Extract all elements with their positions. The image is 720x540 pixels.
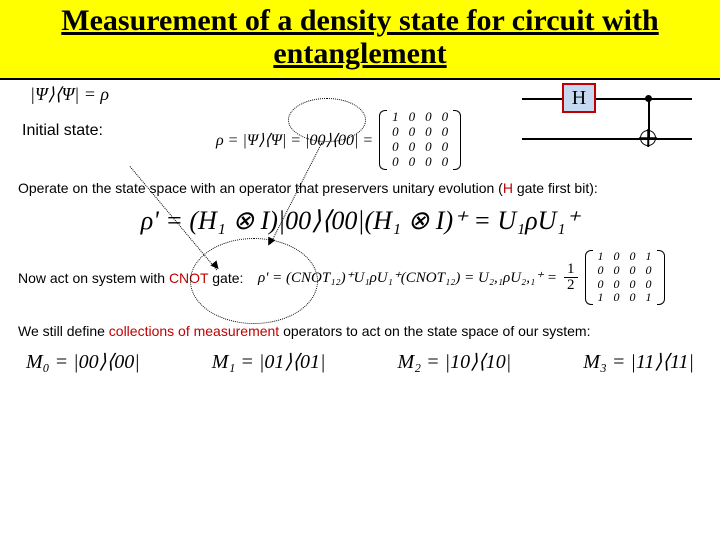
wire-bottom xyxy=(522,138,692,140)
matrix-cnot: 1001 0000 0000 1001 xyxy=(585,250,665,305)
cnot-target-icon xyxy=(640,130,656,146)
page-title: Measurement of a density state for circu… xyxy=(10,4,710,70)
fraction-half: 1 2 xyxy=(564,262,578,293)
hadamard-label: H xyxy=(572,87,586,110)
text-measure: We still define collections of measureme… xyxy=(18,323,702,339)
title-bar: Measurement of a density state for circu… xyxy=(0,0,720,80)
measurement-mention: collections of measurement xyxy=(109,323,279,339)
row-cnot: Now act on system with CNOT gate: ρ' = (… xyxy=(18,250,702,305)
eq-cnot-evolution: ρ' = (CNOT₁₂)⁺U₁ρU₁⁺(CNOT₁₂) = U₂,₁ρU₂,₁… xyxy=(258,250,665,305)
measure-m3: M₃ = |11⟩⟨11| xyxy=(583,349,694,374)
text-operate: Operate on the state space with an opera… xyxy=(18,180,702,196)
cnot-control-dot xyxy=(645,95,652,102)
quantum-circuit: H xyxy=(522,80,700,160)
wire-top xyxy=(522,98,692,100)
h-gate-mention: H xyxy=(503,180,513,196)
initial-state-label: Initial state: xyxy=(22,122,103,140)
measure-m1: M₁ = |01⟩⟨01| xyxy=(212,349,326,374)
annotation-ellipse-2 xyxy=(190,238,318,324)
eq-hadamard-evolution: ρ' = (H₁ ⊗ I)|00⟩⟨00|(H₁ ⊗ I)⁺ = U₁ρU₁⁺ xyxy=(18,206,702,236)
hadamard-gate: H xyxy=(562,83,596,113)
eq-density-def: |Ψ⟩⟨Ψ| = ρ xyxy=(30,84,109,105)
measurement-operators: M₀ = |00⟩⟨00| M₁ = |01⟩⟨01| M₂ = |10⟩⟨10… xyxy=(18,343,702,374)
measure-m0: M₀ = |00⟩⟨00| xyxy=(26,349,140,374)
matrix-cnot-table: 1001 0000 0000 1001 xyxy=(593,250,657,305)
matrix-initial: 1000 0000 0000 0000 xyxy=(379,110,461,170)
measure-m2: M₂ = |10⟩⟨10| xyxy=(397,349,511,374)
matrix-initial-table: 1000 0000 0000 0000 xyxy=(387,110,453,170)
annotation-ellipse-1 xyxy=(288,98,366,142)
